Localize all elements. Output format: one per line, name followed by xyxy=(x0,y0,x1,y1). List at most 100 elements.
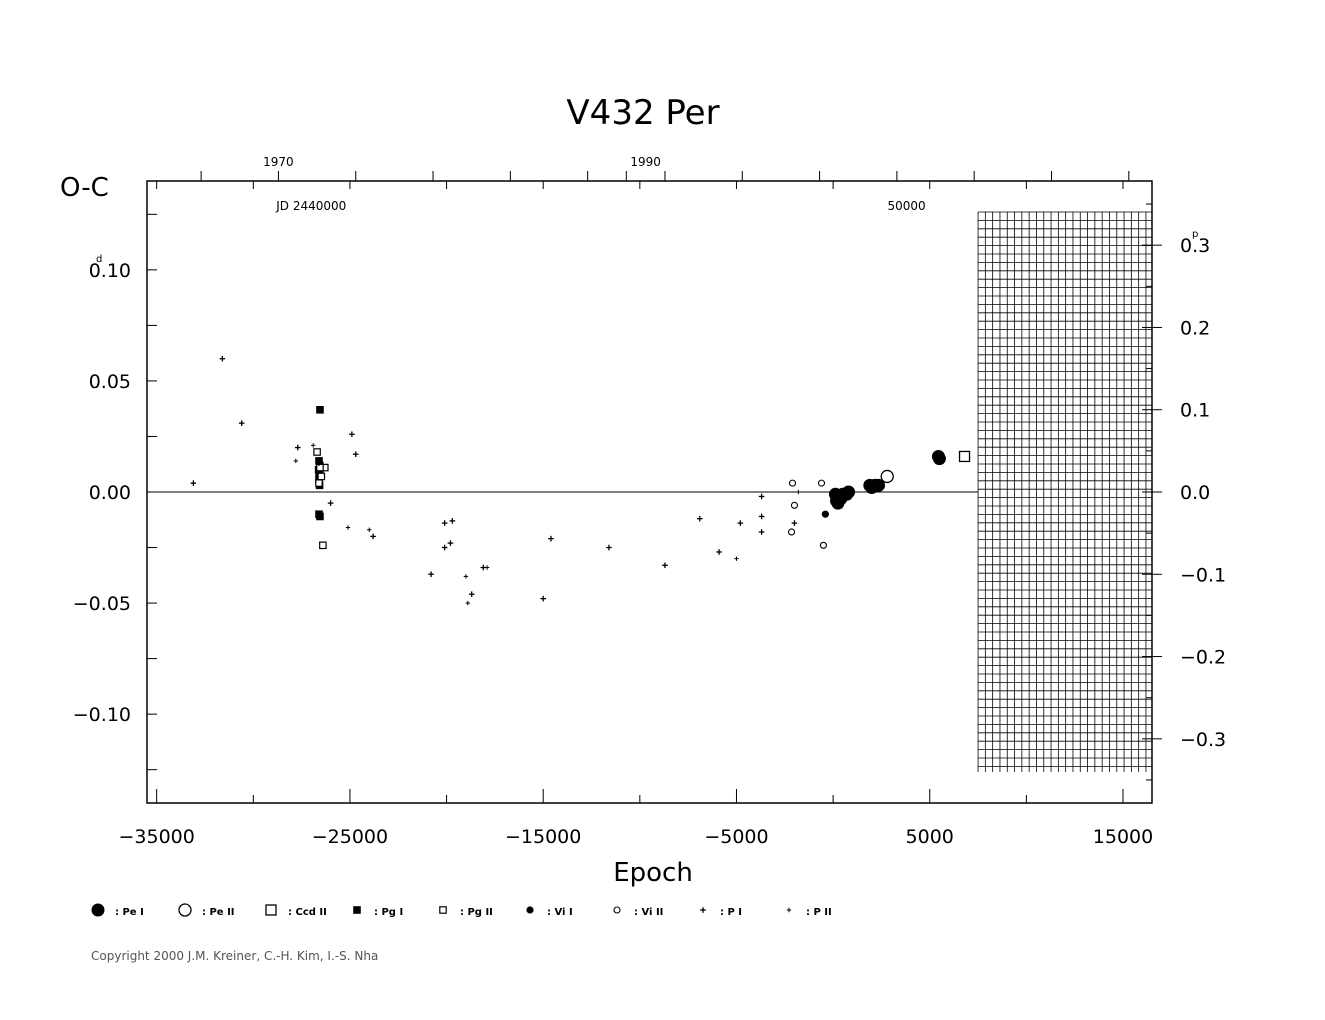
point-p1 xyxy=(540,595,547,602)
point-pg1 xyxy=(316,512,324,521)
legend-label-pe2: : Pe II xyxy=(202,907,235,918)
axes-group: −35000 −25000 −15000 −5000 5000 150000.100.05… xyxy=(73,155,1226,848)
point-vi2 xyxy=(790,501,799,509)
point-p1 xyxy=(327,500,334,506)
x-tick-label: −5000 xyxy=(704,826,768,848)
point-pg2-shape xyxy=(316,463,324,472)
point-vi2-shape xyxy=(817,479,826,487)
x-axis-label: Epoch xyxy=(613,858,693,888)
point-p2 xyxy=(293,458,299,464)
legend-symbol-pg2 xyxy=(439,906,447,914)
legend-symbol-vi2-shape xyxy=(613,906,621,914)
point-vi1 xyxy=(821,510,829,518)
point-p1 xyxy=(316,460,322,466)
point-p1 xyxy=(349,431,355,438)
point-p2 xyxy=(484,565,490,570)
point-pg2 xyxy=(313,448,321,456)
point-pe1-shape xyxy=(932,452,946,466)
point-p2 xyxy=(465,600,471,606)
y-tick-label-left: 0.10 xyxy=(89,260,131,282)
y-tick-label-left: 0.05 xyxy=(89,371,131,393)
legend-symbol-ccd2-shape xyxy=(265,904,277,916)
point-pe1 xyxy=(872,478,886,492)
top-year-label: 1990 xyxy=(630,155,661,169)
point-p1 xyxy=(606,544,612,551)
point-ccd2-shape xyxy=(958,450,971,463)
point-p1 xyxy=(449,518,456,524)
point-pg2 xyxy=(319,541,327,550)
top-year-label: 1970 xyxy=(263,155,294,169)
point-pg2-shape xyxy=(313,448,321,456)
legend-label-vi2: : Vi II xyxy=(634,907,663,918)
point-p1 xyxy=(791,520,798,526)
point-ccd2 xyxy=(958,450,971,463)
legend: : Pe I : Pe II : Ccd II : Pg I : Pg II : Vi I… xyxy=(91,903,832,918)
x-tick-label: 15000 xyxy=(1093,826,1153,848)
point-p1 xyxy=(428,571,434,577)
legend-symbol-pe2 xyxy=(178,903,192,917)
y-tick-label-right: −0.3 xyxy=(1180,729,1226,751)
legend-symbol-pe1-shape xyxy=(91,903,105,917)
point-p1 xyxy=(737,520,744,526)
legend-label-pg1: : Pg I xyxy=(374,907,403,918)
point-vi2-shape xyxy=(819,541,827,549)
y-tick-label-right: 0.1 xyxy=(1180,400,1210,422)
point-pg1-shape xyxy=(316,512,324,521)
point-pg2-shape xyxy=(315,479,323,487)
point-p2 xyxy=(345,525,351,530)
legend-symbol-pg1-shape xyxy=(353,906,361,914)
y-axis-label: O-C xyxy=(60,173,109,203)
legend-symbol-pg1 xyxy=(353,906,361,914)
point-pg2-shape xyxy=(317,472,326,481)
point-pg1-shape xyxy=(316,406,324,414)
legend-symbol-pe1 xyxy=(91,903,105,917)
point-p1 xyxy=(294,444,301,451)
point-pe1 xyxy=(842,485,856,499)
point-vi2-shape xyxy=(788,479,797,487)
top-jd-label: 50000 xyxy=(887,199,925,213)
point-vi2-shape xyxy=(790,501,799,509)
y-tick-label-right: 0.2 xyxy=(1180,317,1210,339)
point-p1 xyxy=(370,533,376,540)
hatched-region xyxy=(977,211,1152,772)
point-vi1-shape xyxy=(821,510,829,518)
point-pe2 xyxy=(880,469,894,484)
y-tick-label-left: −0.10 xyxy=(73,704,131,726)
legend-label-pg2: : Pg II xyxy=(460,907,493,918)
point-p1 xyxy=(238,420,245,426)
y-tick-label-right: −0.2 xyxy=(1180,647,1226,669)
point-p1 xyxy=(696,515,703,522)
point-p1 xyxy=(716,549,722,555)
point-p1 xyxy=(758,529,765,535)
point-pe2-shape xyxy=(880,469,894,484)
legend-label-p2: : P II xyxy=(806,907,832,918)
legend-label-ccd2: : Ccd II xyxy=(288,907,327,918)
point-pg2 xyxy=(315,479,323,487)
point-pg1 xyxy=(316,406,324,414)
legend-label-p1: : P I xyxy=(720,907,742,918)
data-points xyxy=(190,355,971,606)
legend-symbol-ccd2 xyxy=(265,904,277,916)
legend-label-pe1: : Pe I xyxy=(115,907,144,918)
y-right-unit: p xyxy=(1192,229,1198,240)
copyright-notice: Copyright 2000 J.M. Kreiner, C.-H. Kim, … xyxy=(91,949,379,963)
legend-symbol-p1 xyxy=(700,907,706,913)
point-p2 xyxy=(311,443,316,448)
point-p1 xyxy=(758,513,765,520)
point-p1 xyxy=(662,562,668,569)
legend-symbol-pe2-shape xyxy=(178,903,192,917)
point-p1 xyxy=(219,355,226,362)
point-pg2-shape xyxy=(319,541,327,550)
legend-symbol-vi1 xyxy=(526,906,534,914)
point-p2 xyxy=(463,574,469,579)
point-vi2 xyxy=(819,541,827,549)
y-tick-label-left: −0.05 xyxy=(73,593,131,615)
legend-symbol-pg2-shape xyxy=(439,906,447,914)
point-vi2 xyxy=(788,479,797,487)
y-tick-label-right: −0.1 xyxy=(1180,564,1226,586)
point-p1 xyxy=(758,493,765,500)
point-p1 xyxy=(441,520,448,526)
point-p2 xyxy=(796,489,801,495)
x-tick-label: 5000 xyxy=(906,826,954,848)
